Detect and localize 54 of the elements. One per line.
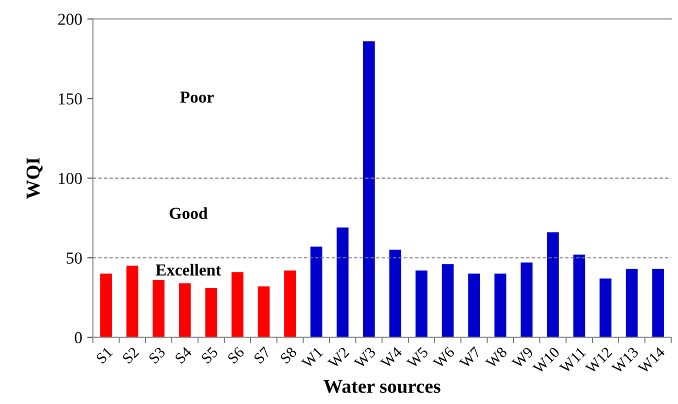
x-tick-label: S1 — [96, 346, 113, 364]
x-tick-label: W8 — [485, 346, 508, 369]
bar — [520, 262, 533, 338]
x-tick-label: W11 — [558, 346, 586, 374]
y-tick-label: 150 — [58, 93, 82, 105]
bar — [336, 228, 349, 338]
bar — [100, 274, 112, 338]
bar — [468, 274, 480, 338]
bar — [310, 246, 322, 338]
x-tick-label: S4 — [174, 346, 192, 364]
x-tick-label: W6 — [432, 346, 456, 369]
x-tick-label: W3 — [354, 346, 376, 369]
x-tick-label: W5 — [406, 346, 429, 369]
x-tick-label: S5 — [200, 346, 218, 364]
bar — [652, 268, 664, 338]
annotation: Good — [170, 207, 208, 219]
y-axis-title: WQI — [26, 158, 43, 199]
bar — [258, 286, 270, 338]
x-tick-label: W13 — [611, 346, 640, 374]
x-tick-label: W7 — [458, 346, 482, 369]
x-tick-label: W2 — [327, 346, 350, 369]
x-tick-label: W10 — [532, 346, 560, 374]
x-tick-label: W1 — [301, 346, 324, 369]
bar — [626, 268, 638, 338]
bar — [205, 288, 218, 338]
bar — [442, 264, 454, 338]
bar — [547, 232, 559, 338]
annotation: Excellent — [156, 264, 222, 276]
x-tick-label: S6 — [227, 346, 245, 364]
bar — [178, 283, 191, 338]
x-tick-label: W14 — [637, 346, 666, 374]
bar — [126, 266, 138, 338]
annotation: Poor — [180, 92, 214, 103]
bar — [232, 272, 244, 338]
x-tick-label: W4 — [380, 346, 403, 369]
bar — [600, 278, 612, 338]
x-tick-label: S8 — [280, 346, 298, 364]
y-tick-label: 0 — [74, 332, 82, 344]
bar — [362, 41, 375, 338]
bar — [573, 254, 586, 338]
y-tick-label: 50 — [66, 252, 82, 264]
x-tick-label: S2 — [122, 346, 140, 364]
x-tick-label: W12 — [584, 346, 613, 374]
x-tick-label: W9 — [511, 346, 534, 369]
x-tick-label: S3 — [148, 346, 166, 364]
bar — [494, 274, 506, 338]
bar — [152, 280, 165, 338]
y-tick-label: 100 — [58, 172, 82, 184]
bar — [416, 270, 428, 338]
x-tick-label: S7 — [253, 346, 272, 364]
x-axis-title: Water sources — [324, 380, 440, 394]
y-tick-label: 200 — [58, 14, 82, 25]
bar — [284, 270, 296, 338]
bar — [389, 250, 402, 338]
